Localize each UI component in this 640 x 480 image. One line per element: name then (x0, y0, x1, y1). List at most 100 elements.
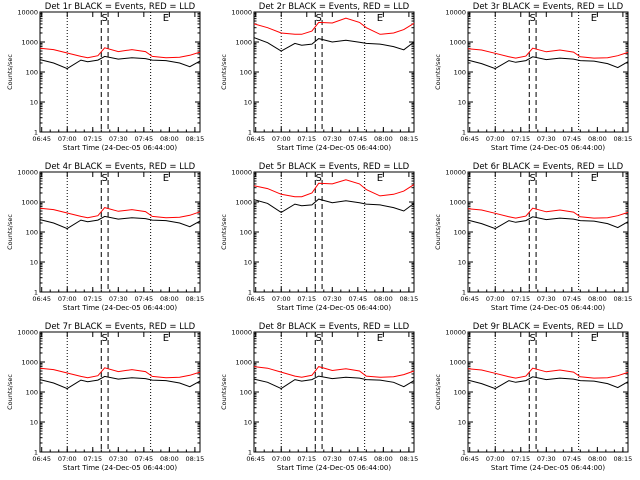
y-tick-label: 1000 (235, 199, 252, 207)
x-axis-label: Start Time (24-Dec-05 06:44:00) (491, 144, 605, 152)
series-line-lld (39, 47, 201, 59)
y-axis-label: Counts/sec (6, 214, 14, 250)
panel-title: Det 5r BLACK = Events, RED = LLD (259, 162, 410, 172)
x-tick-label: 07:00 (58, 455, 77, 463)
x-tick-label: 06:45 (32, 455, 51, 463)
panel-title: Det 8r BLACK = Events, RED = LLD (259, 322, 410, 332)
y-tick-label: 10 (458, 99, 466, 107)
x-tick-label: 07:30 (537, 295, 556, 303)
x-tick-label: 08:00 (374, 295, 393, 303)
x-tick-label: 08:00 (374, 455, 393, 463)
x-tick-label: 08:15 (614, 135, 633, 143)
x-tick-label: 07:15 (83, 455, 102, 463)
x-tick-label: 07:00 (486, 455, 505, 463)
x-tick-label: 07:45 (348, 455, 367, 463)
x-tick-label: 07:30 (323, 135, 342, 143)
y-tick-label: 10000 (17, 9, 38, 17)
x-tick-label: 08:00 (374, 135, 393, 143)
x-tick-label: 08:15 (400, 295, 419, 303)
panel-title: Det 6r BLACK = Events, RED = LLD (473, 162, 624, 172)
y-tick-label: 10000 (445, 169, 466, 177)
series-line-lld (253, 179, 415, 198)
y-axis-label: Counts/sec (220, 54, 228, 90)
x-axis-label: Start Time (24-Dec-05 06:44:00) (63, 304, 177, 312)
marker-label: E (591, 173, 597, 184)
series-line-lld (253, 17, 415, 35)
panel-title: Det 3r BLACK = Events, RED = LLD (473, 2, 624, 12)
y-tick-label: 10000 (231, 9, 252, 17)
plot-frame (39, 331, 201, 453)
x-tick-label: 07:30 (537, 455, 556, 463)
marker-label: S (102, 333, 108, 344)
y-tick-label: 100 (26, 229, 38, 237)
x-tick-label: 06:45 (460, 135, 479, 143)
x-tick-label: 08:15 (614, 455, 633, 463)
x-tick-label: 08:15 (186, 295, 205, 303)
y-axis-label: Counts/sec (6, 374, 14, 410)
marker-label: E (377, 333, 383, 344)
series-line-events (253, 375, 415, 390)
x-tick-label: 08:00 (588, 455, 607, 463)
y-tick-label: 100 (26, 389, 38, 397)
marker-label: S (316, 173, 322, 184)
y-tick-label: 1000 (21, 359, 38, 367)
marker-label: S (530, 13, 536, 24)
x-tick-label: 07:00 (272, 135, 291, 143)
x-axis-label: Start Time (24-Dec-05 06:44:00) (277, 304, 391, 312)
y-tick-label: 10000 (231, 329, 252, 337)
x-tick-label: 07:15 (511, 295, 530, 303)
y-tick-label: 10 (458, 419, 466, 427)
x-tick-label: 07:30 (109, 135, 128, 143)
panel-title: Det 4r BLACK = Events, RED = LLD (45, 162, 196, 172)
series-line-events (39, 215, 201, 230)
plot-frame (39, 171, 201, 293)
marker-label: E (163, 13, 169, 24)
x-tick-label: 07:45 (562, 455, 581, 463)
y-tick-label: 1 (248, 129, 252, 137)
x-axis-label: Start Time (24-Dec-05 06:44:00) (63, 464, 177, 472)
series-line-events (253, 37, 415, 52)
panel-det-7: Det 7r BLACK = Events, RED = LLD 1 10 100 10… (6, 322, 204, 472)
y-tick-label: 1 (34, 129, 38, 137)
y-tick-label: 10000 (445, 329, 466, 337)
y-tick-label: 1 (248, 289, 252, 297)
panel-det-9: Det 9r BLACK = Events, RED = LLD 1 10 100 10… (434, 322, 632, 472)
plot-frame (39, 11, 201, 133)
x-tick-label: 06:45 (32, 295, 51, 303)
marker-label: E (377, 13, 383, 24)
x-axis-label: Start Time (24-Dec-05 06:44:00) (63, 144, 177, 152)
marker-label: S (102, 173, 108, 184)
marker-label: E (163, 173, 169, 184)
x-tick-label: 07:15 (297, 455, 316, 463)
x-tick-label: 07:00 (486, 135, 505, 143)
marker-label: E (591, 333, 597, 344)
x-axis-label: Start Time (24-Dec-05 06:44:00) (491, 304, 605, 312)
x-tick-label: 07:15 (83, 295, 102, 303)
x-tick-label: 07:30 (323, 295, 342, 303)
y-tick-label: 10000 (445, 9, 466, 17)
x-tick-label: 07:00 (58, 135, 77, 143)
marker-label: E (163, 333, 169, 344)
series-line-lld (467, 47, 629, 59)
y-tick-label: 10 (458, 259, 466, 267)
series-line-events (467, 216, 629, 230)
y-tick-label: 10000 (17, 329, 38, 337)
x-tick-label: 07:15 (297, 135, 316, 143)
x-tick-label: 07:45 (562, 135, 581, 143)
y-tick-label: 100 (240, 229, 252, 237)
y-tick-label: 10 (30, 419, 38, 427)
y-tick-label: 10 (244, 99, 252, 107)
x-tick-label: 07:30 (323, 455, 342, 463)
y-tick-label: 10000 (17, 169, 38, 177)
y-axis-label: Counts/sec (220, 214, 228, 250)
plot-frame (253, 11, 415, 133)
x-tick-label: 07:45 (134, 135, 153, 143)
x-tick-label: 08:00 (160, 135, 179, 143)
x-tick-label: 06:45 (460, 455, 479, 463)
x-tick-label: 06:45 (460, 295, 479, 303)
marker-label: E (377, 173, 383, 184)
x-tick-label: 08:15 (186, 135, 205, 143)
y-tick-label: 10 (244, 419, 252, 427)
plot-frame (253, 171, 415, 293)
